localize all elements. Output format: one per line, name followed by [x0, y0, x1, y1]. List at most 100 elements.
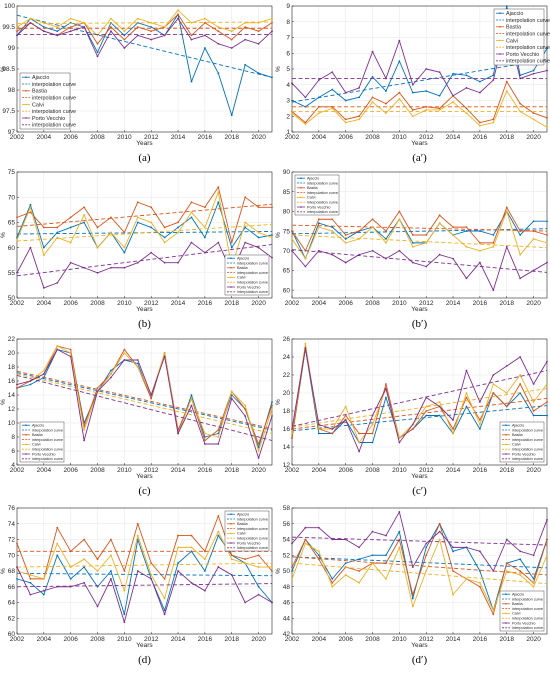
data-point-calvi [358, 118, 361, 121]
data-point-calvi [358, 581, 361, 584]
x-tick-label: 2010 [117, 636, 132, 643]
x-tick-label: 2014 [446, 467, 461, 474]
data-point-porto-vecchio [29, 246, 32, 249]
y-axis-label: % [0, 66, 7, 72]
data-point-calvi [546, 554, 548, 557]
y-tick-label: 10 [8, 420, 16, 427]
data-point-ajaccio [123, 613, 126, 616]
data-point-ajaccio [385, 90, 387, 92]
legend-marker [300, 177, 302, 179]
y-tick-label: 54 [283, 537, 291, 544]
data-point-porto-vecchio [136, 34, 139, 37]
legend-entry-label: interpolation curve [237, 517, 268, 521]
data-point-bastia [317, 218, 320, 221]
data-point-ajaccio [244, 226, 247, 229]
data-point-porto-vecchio [317, 423, 320, 426]
data-point-porto-vecchio [331, 538, 334, 541]
x-tick-label: 2002 [10, 134, 25, 141]
data-point-calvi [304, 257, 307, 260]
data-point-calvi [532, 401, 535, 403]
data-point-calvi [136, 17, 139, 20]
panel-label: (a′) [412, 152, 427, 164]
data-point-ajaccio [96, 51, 99, 54]
trend-line-ajaccio [291, 556, 548, 569]
legend-entry-label: interpolation curve [32, 123, 76, 129]
legend-entry-label: Calvi [512, 443, 521, 447]
data-point-bastia [317, 105, 320, 108]
y-tick-label: 18 [8, 364, 16, 371]
y-tick-label: 97.5 [2, 108, 15, 115]
legend-entry-label: interpolation curve [237, 261, 268, 265]
legend-entry-label: Porto Vecchio [237, 541, 260, 545]
x-tick-label: 2012 [144, 300, 159, 307]
data-point-porto-vecchio [163, 34, 166, 37]
data-point-calvi [304, 123, 307, 126]
data-point-bastia [438, 522, 441, 525]
data-point-calvi [110, 231, 112, 234]
legend-entry-label: interpolation curve [32, 428, 63, 432]
series-line-porto-vecchio [291, 511, 548, 572]
data-point-calvi [83, 213, 86, 216]
data-point-calvi [203, 558, 206, 561]
x-tick-label: 2014 [446, 636, 461, 643]
x-tick-label: 2008 [90, 134, 105, 141]
data-point-bastia [398, 538, 401, 541]
data-point-bastia [331, 432, 334, 435]
data-point-ajaccio [398, 60, 401, 63]
legend-marker [505, 424, 507, 427]
data-point-ajaccio [42, 593, 45, 596]
legend-entry-label: interpolation curve [506, 59, 550, 65]
data-point-ajaccio [492, 234, 495, 236]
x-tick-label: 2016 [473, 467, 488, 474]
data-point-porto-vecchio [492, 79, 495, 81]
data-point-bastia [358, 115, 361, 118]
data-point-bastia [385, 102, 387, 105]
x-tick-label: 2008 [90, 636, 105, 643]
data-point-porto-vecchio [371, 530, 374, 533]
data-point-calvi [56, 345, 59, 347]
data-point-bastia [465, 107, 468, 110]
x-axis-label: Years [136, 473, 153, 480]
data-point-bastia [385, 230, 387, 232]
data-point-ajaccio [291, 570, 293, 572]
x-tick-label: 2020 [526, 467, 541, 474]
x-tick-label: 2006 [63, 300, 78, 307]
data-point-ajaccio [150, 226, 153, 229]
legend-box [224, 510, 270, 552]
data-point-ajaccio [123, 251, 126, 254]
y-tick-label: 80 [283, 209, 291, 216]
data-point-porto-vecchio [244, 38, 247, 41]
series-line-bastia [291, 81, 548, 124]
data-point-calvi [425, 241, 428, 244]
y-tick-label: 6 [286, 50, 290, 57]
x-tick-label: 2020 [526, 134, 541, 141]
data-point-calvi [244, 21, 247, 24]
data-point-calvi [150, 21, 153, 24]
data-point-calvi [244, 221, 247, 224]
data-point-bastia [203, 550, 206, 553]
data-point-bastia [190, 201, 193, 204]
data-point-calvi [123, 30, 126, 33]
data-point-porto-vecchio [304, 265, 307, 268]
data-point-ajaccio [177, 226, 179, 229]
data-point-porto-vecchio [546, 518, 548, 521]
data-point-porto-vecchio [385, 257, 387, 260]
data-point-bastia [505, 206, 508, 209]
chart-panel-b: 50 55 60 65 70 75 2002 2004 2006 2008 2010 2012 2014… [0, 169, 273, 330]
data-point-porto-vecchio [411, 83, 414, 86]
data-point-bastia [546, 538, 548, 541]
trend-line-calvi [16, 21, 273, 25]
y-tick-label: 64 [8, 600, 16, 607]
data-point-bastia [452, 226, 454, 229]
data-point-porto-vecchio [163, 355, 166, 358]
data-point-bastia [96, 558, 99, 561]
y-tick-label: 14 [8, 392, 16, 399]
legend-marker [25, 424, 27, 427]
data-point-ajaccio [411, 597, 414, 600]
x-axis-label: Years [411, 140, 428, 147]
data-point-calvi [244, 404, 247, 407]
trend-line-bastia [16, 203, 273, 227]
data-point-ajaccio [546, 47, 548, 50]
data-point-bastia [492, 613, 495, 616]
data-point-bastia [371, 432, 374, 435]
